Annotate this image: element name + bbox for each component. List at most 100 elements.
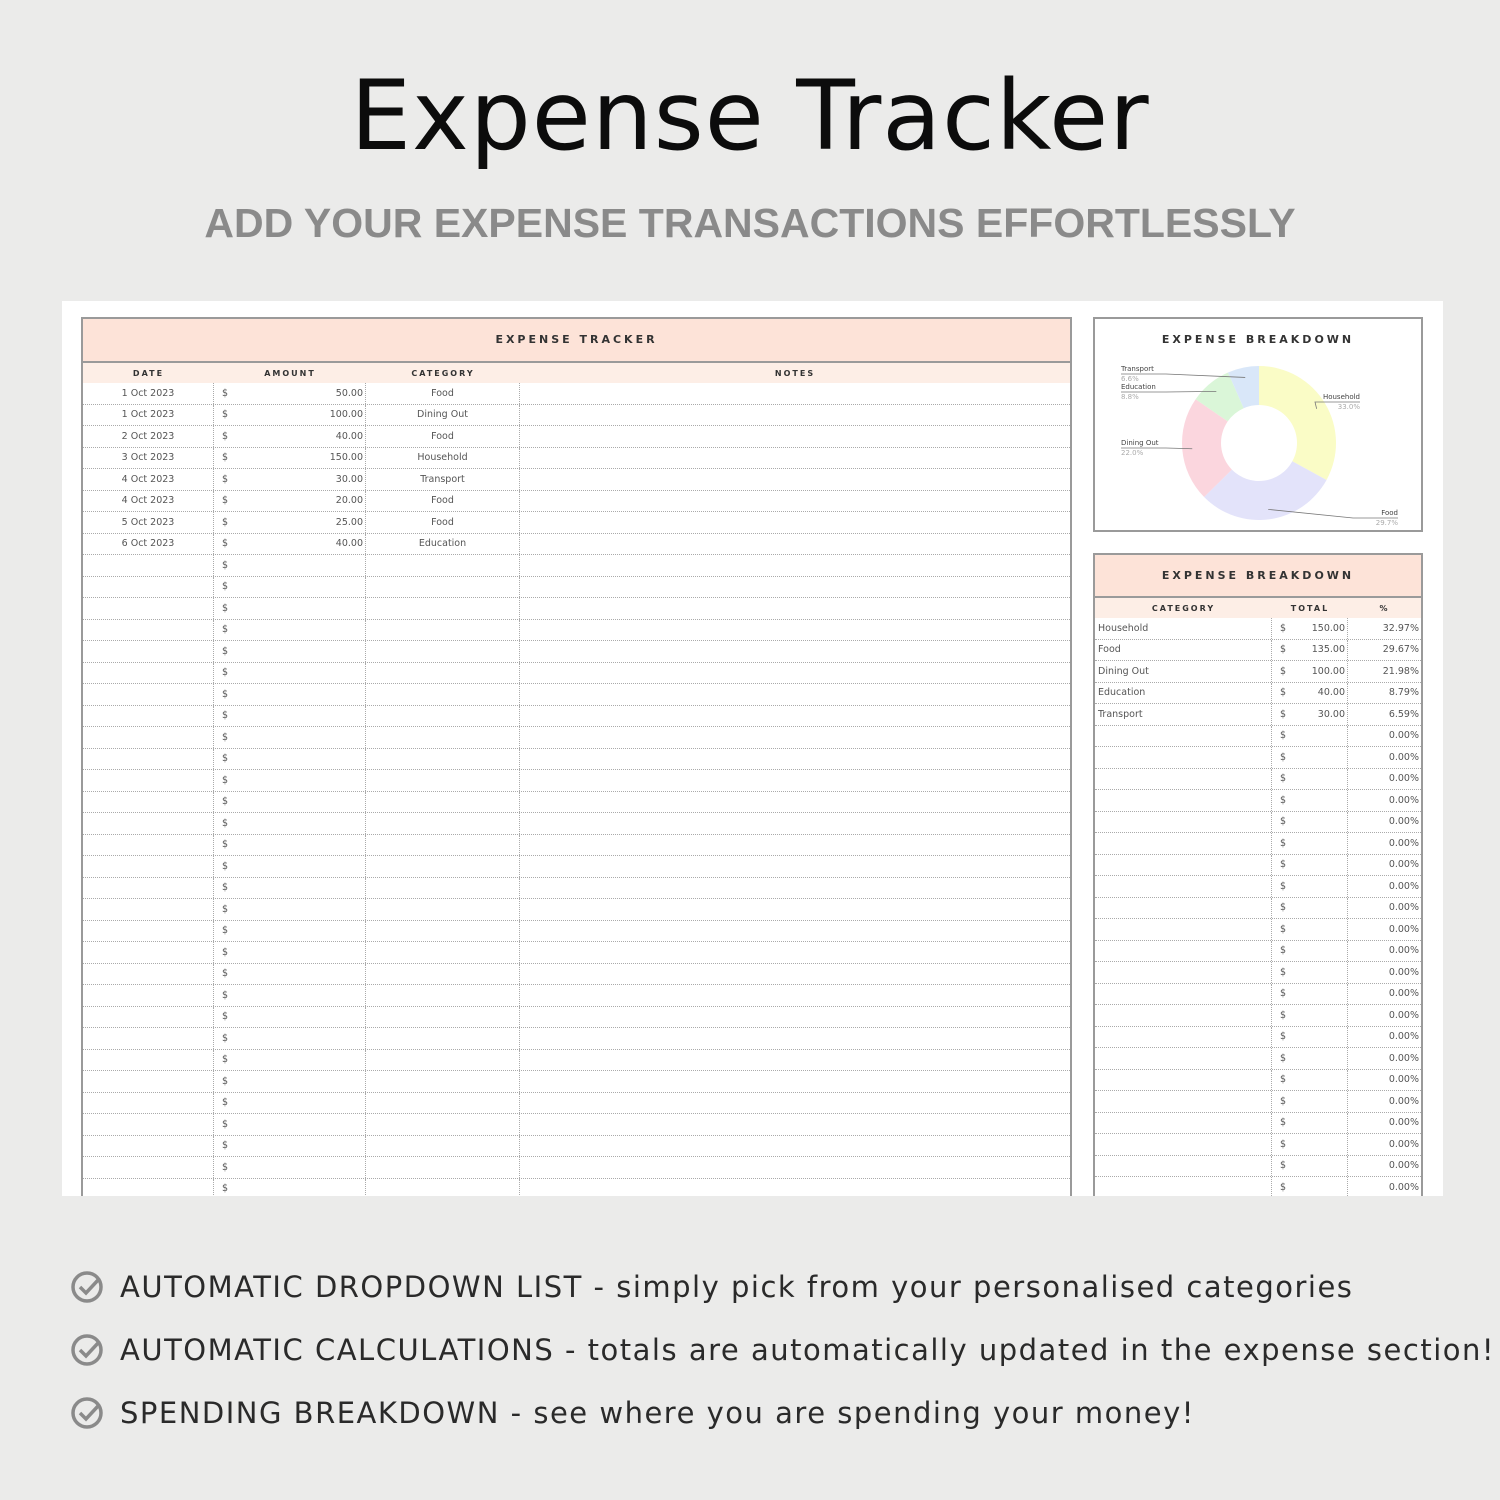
amount-cell[interactable]: $ xyxy=(214,576,366,597)
notes-cell[interactable] xyxy=(520,964,1070,985)
date-cell[interactable] xyxy=(83,985,214,1006)
date-cell[interactable] xyxy=(83,942,214,963)
category-cell[interactable] xyxy=(366,641,520,662)
date-cell[interactable] xyxy=(83,576,214,597)
category-cell[interactable] xyxy=(366,920,520,941)
notes-cell[interactable] xyxy=(520,491,1070,512)
category-cell[interactable] xyxy=(366,1178,520,1196)
amount-cell[interactable]: $ xyxy=(214,856,366,877)
table-row[interactable]: 4 Oct 2023 $20.00 Food xyxy=(83,490,1070,512)
date-cell[interactable] xyxy=(83,770,214,791)
notes-cell[interactable] xyxy=(520,469,1070,490)
table-row[interactable]: $ xyxy=(83,1178,1070,1196)
table-row[interactable]: $ xyxy=(83,770,1070,792)
amount-cell[interactable]: $ xyxy=(214,1071,366,1092)
category-cell[interactable] xyxy=(366,1049,520,1070)
date-cell[interactable] xyxy=(83,748,214,769)
amount-cell[interactable]: $ xyxy=(214,662,366,683)
date-cell[interactable] xyxy=(83,555,214,576)
table-row[interactable]: $ xyxy=(83,985,1070,1007)
table-row[interactable]: $ xyxy=(83,1006,1070,1028)
date-cell[interactable] xyxy=(83,641,214,662)
category-cell[interactable] xyxy=(366,1157,520,1178)
notes-cell[interactable] xyxy=(520,942,1070,963)
category-cell[interactable] xyxy=(366,598,520,619)
category-cell[interactable] xyxy=(366,770,520,791)
notes-cell[interactable] xyxy=(520,1071,1070,1092)
category-cell[interactable]: Food xyxy=(366,383,520,404)
table-row[interactable]: $ xyxy=(83,1135,1070,1157)
date-cell[interactable] xyxy=(83,619,214,640)
category-cell[interactable] xyxy=(366,877,520,898)
notes-cell[interactable] xyxy=(520,620,1070,641)
date-cell[interactable] xyxy=(83,1092,214,1113)
category-cell[interactable] xyxy=(366,684,520,705)
amount-cell[interactable]: $ xyxy=(214,1157,366,1178)
date-cell[interactable]: 3 Oct 2023 xyxy=(83,447,214,468)
category-cell[interactable] xyxy=(366,1028,520,1049)
amount-cell[interactable]: $ xyxy=(214,770,366,791)
table-row[interactable]: $ xyxy=(83,899,1070,921)
date-cell[interactable] xyxy=(83,727,214,748)
category-cell[interactable] xyxy=(366,748,520,769)
notes-cell[interactable] xyxy=(520,426,1070,447)
amount-cell[interactable]: $ xyxy=(214,598,366,619)
amount-cell[interactable]: $50.00 xyxy=(214,383,366,404)
notes-cell[interactable] xyxy=(520,856,1070,877)
amount-cell[interactable]: $ xyxy=(214,555,366,576)
notes-cell[interactable] xyxy=(520,1114,1070,1135)
date-cell[interactable] xyxy=(83,1114,214,1135)
category-cell[interactable]: Education xyxy=(366,533,520,554)
amount-cell[interactable]: $ xyxy=(214,1049,366,1070)
category-cell[interactable] xyxy=(366,727,520,748)
category-cell[interactable]: Household xyxy=(366,447,520,468)
amount-cell[interactable]: $ xyxy=(214,877,366,898)
table-row[interactable]: $ xyxy=(83,1028,1070,1050)
category-cell[interactable] xyxy=(366,856,520,877)
notes-cell[interactable] xyxy=(520,577,1070,598)
category-cell[interactable] xyxy=(366,791,520,812)
table-row[interactable]: $ xyxy=(83,576,1070,598)
date-cell[interactable] xyxy=(83,920,214,941)
table-row[interactable]: 4 Oct 2023 $30.00 Transport xyxy=(83,469,1070,491)
category-cell[interactable] xyxy=(366,813,520,834)
notes-cell[interactable] xyxy=(520,1093,1070,1114)
table-row[interactable]: $ xyxy=(83,1071,1070,1093)
amount-cell[interactable]: $ xyxy=(214,748,366,769)
table-row[interactable]: $ xyxy=(83,705,1070,727)
date-cell[interactable]: 1 Oct 2023 xyxy=(83,383,214,404)
notes-cell[interactable] xyxy=(520,1007,1070,1028)
notes-cell[interactable] xyxy=(520,512,1070,533)
date-cell[interactable] xyxy=(83,1071,214,1092)
table-row[interactable]: $ xyxy=(83,1114,1070,1136)
date-cell[interactable] xyxy=(83,705,214,726)
amount-cell[interactable]: $ xyxy=(214,1092,366,1113)
category-cell[interactable] xyxy=(366,1135,520,1156)
notes-cell[interactable] xyxy=(520,1028,1070,1049)
table-row[interactable]: $ xyxy=(83,727,1070,749)
amount-cell[interactable]: $ xyxy=(214,684,366,705)
notes-cell[interactable] xyxy=(520,792,1070,813)
notes-cell[interactable] xyxy=(520,1157,1070,1178)
date-cell[interactable] xyxy=(83,1028,214,1049)
amount-cell[interactable]: $40.00 xyxy=(214,426,366,447)
table-row[interactable]: $ xyxy=(83,1157,1070,1179)
category-cell[interactable] xyxy=(366,1092,520,1113)
table-row[interactable]: 2 Oct 2023 $40.00 Food xyxy=(83,426,1070,448)
date-cell[interactable] xyxy=(83,813,214,834)
category-cell[interactable] xyxy=(366,576,520,597)
notes-cell[interactable] xyxy=(520,684,1070,705)
notes-cell[interactable] xyxy=(520,727,1070,748)
table-row[interactable]: 6 Oct 2023 $40.00 Education xyxy=(83,533,1070,555)
table-row[interactable]: $ xyxy=(83,856,1070,878)
amount-cell[interactable]: $ xyxy=(214,1114,366,1135)
amount-cell[interactable]: $ xyxy=(214,963,366,984)
date-cell[interactable] xyxy=(83,1135,214,1156)
amount-cell[interactable]: $ xyxy=(214,834,366,855)
table-row[interactable]: $ xyxy=(83,555,1070,577)
category-cell[interactable] xyxy=(366,942,520,963)
amount-cell[interactable]: $ xyxy=(214,985,366,1006)
table-row[interactable]: 5 Oct 2023 $25.00 Food xyxy=(83,512,1070,534)
date-cell[interactable]: 2 Oct 2023 xyxy=(83,426,214,447)
amount-cell[interactable]: $ xyxy=(214,1135,366,1156)
